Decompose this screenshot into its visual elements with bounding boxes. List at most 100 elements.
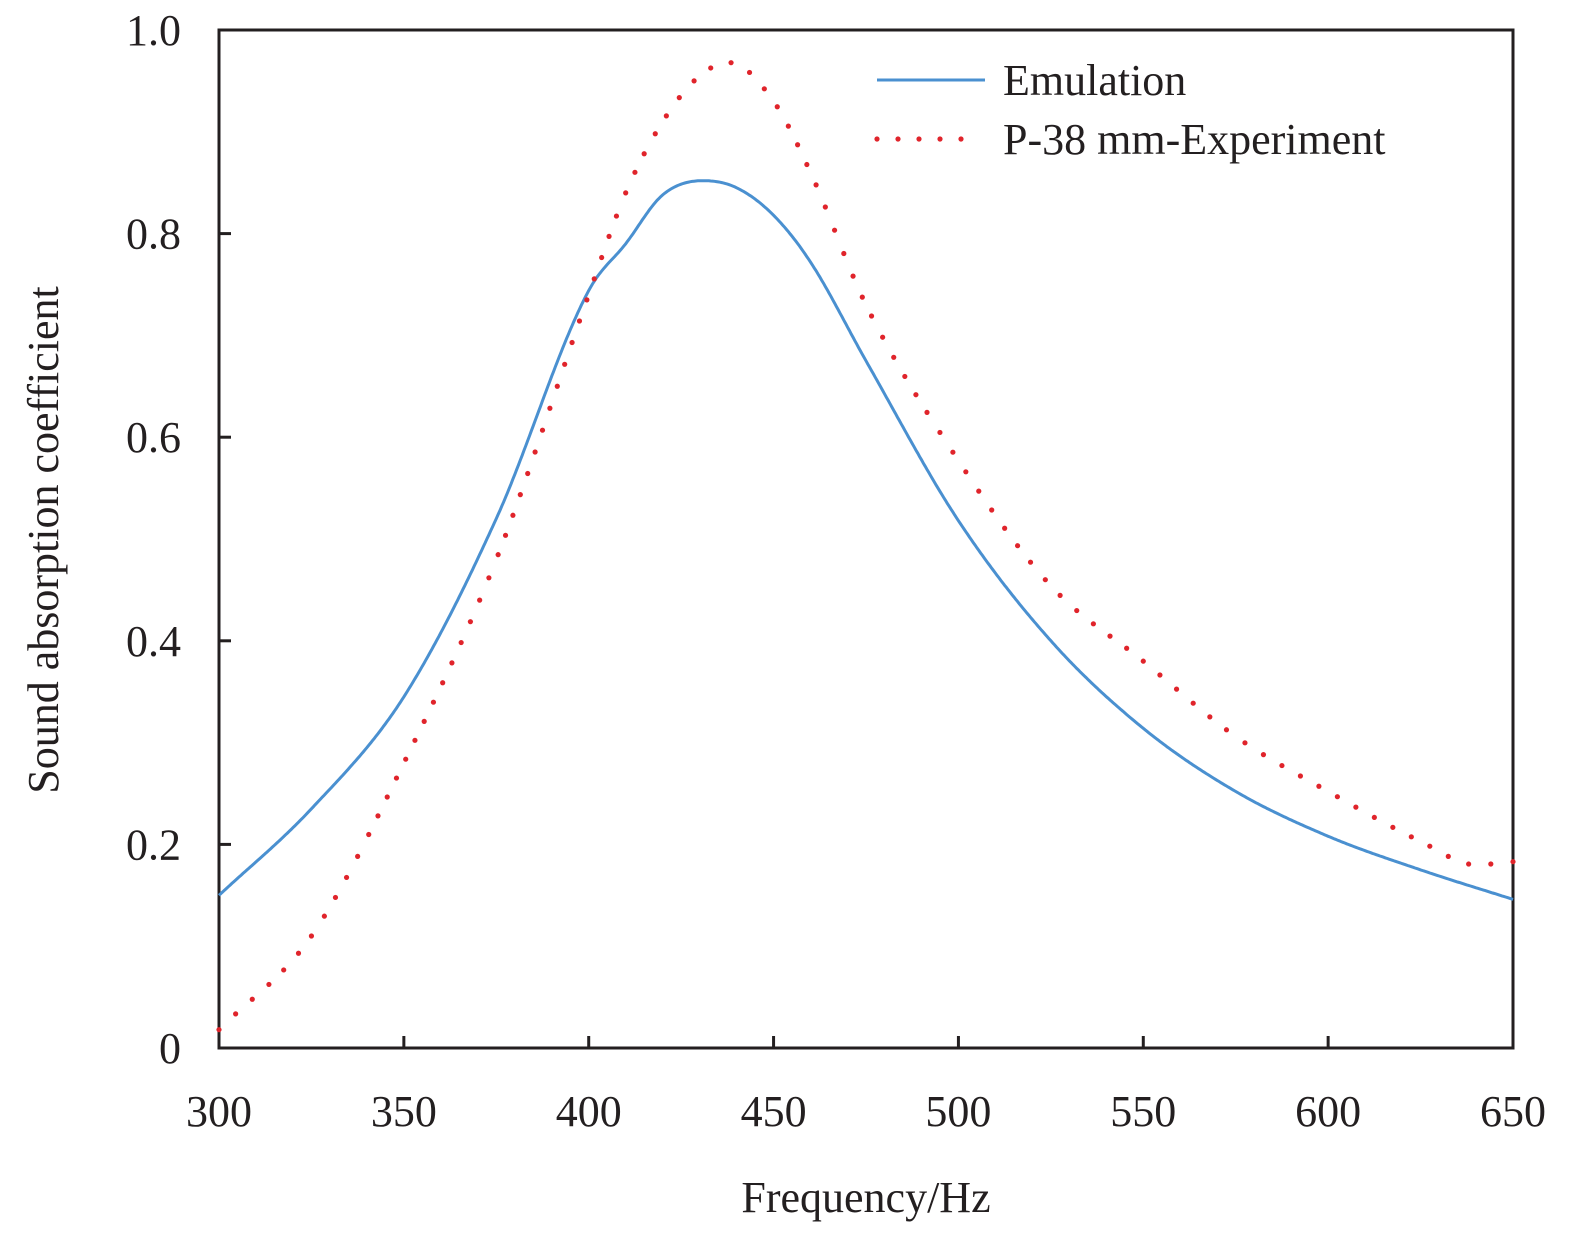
legend: Emulation P-38 mm-Experiment <box>874 56 1386 164</box>
x-tick-label: 350 <box>371 1087 437 1136</box>
experiment-point <box>547 405 553 411</box>
legend-label-emulation: Emulation <box>1003 56 1186 105</box>
experiment-point <box>449 660 455 666</box>
experiment-point <box>761 86 767 92</box>
experiment-point <box>1014 543 1021 549</box>
experiment-point <box>989 507 995 513</box>
experiment-point <box>1510 859 1516 865</box>
experiment-point <box>1279 762 1285 769</box>
legend-label-experiment: P-38 mm-Experiment <box>1003 115 1386 164</box>
x-tick-label: 300 <box>186 1087 252 1136</box>
experiment-point <box>1107 633 1113 639</box>
x-tick-label: 450 <box>741 1087 807 1136</box>
experiment-point <box>366 831 372 838</box>
experiment-point <box>332 894 339 901</box>
experiment-point <box>1042 577 1048 583</box>
experiment-point <box>599 254 605 261</box>
experiment-point <box>859 294 865 300</box>
experiment-point <box>1488 861 1494 867</box>
experiment-point <box>1140 658 1146 664</box>
experiment-point <box>343 874 350 881</box>
experiment-point <box>774 104 780 110</box>
experiment-point <box>1074 607 1080 614</box>
plot-frame <box>217 28 1515 1050</box>
experiment-point <box>554 383 560 389</box>
experiment-point <box>868 313 875 319</box>
experiment-point <box>902 373 908 380</box>
experiment-point <box>281 967 287 973</box>
experiment-point <box>1353 804 1359 810</box>
experiment-point <box>963 469 969 475</box>
experiment-point <box>691 78 697 84</box>
experiment-point <box>576 318 583 324</box>
experiment-point <box>652 131 658 137</box>
experiment-point <box>384 794 390 800</box>
y-tick-label: 0.2 <box>126 820 181 869</box>
experiment-point <box>375 813 381 819</box>
experiment-point <box>295 950 302 956</box>
experiment-point <box>1027 559 1034 565</box>
experiment-point <box>785 123 791 129</box>
experiment-point <box>1445 853 1451 859</box>
experiment-point <box>976 488 982 494</box>
y-tick-label: 0 <box>159 1024 181 1073</box>
experiment-point <box>1427 843 1433 849</box>
experiment-point <box>1242 740 1248 746</box>
experiment-point <box>623 190 629 196</box>
experiment-point <box>403 756 409 762</box>
y-tick-label: 0.4 <box>126 617 181 666</box>
experiment-point <box>249 996 255 1002</box>
experiment-point <box>1002 525 1008 531</box>
experiment-point <box>1090 621 1096 627</box>
experiment-point <box>412 737 418 743</box>
experiment-point <box>708 65 714 71</box>
experiment-point <box>1190 700 1196 706</box>
experiment-point <box>1408 834 1414 840</box>
experiment-point <box>1316 783 1322 789</box>
experiment-point <box>1173 686 1180 692</box>
experiment-point <box>458 639 464 646</box>
experiment-point <box>795 142 801 148</box>
experiment-point <box>891 354 897 360</box>
experiment-point <box>569 339 575 346</box>
experiment-point <box>632 169 638 175</box>
experiment-point <box>510 512 516 518</box>
experiment-point <box>950 449 956 455</box>
experiment-point <box>1207 714 1213 720</box>
experiment-point <box>477 597 483 603</box>
experiment-point <box>613 213 620 219</box>
experiment-point <box>1223 727 1230 733</box>
experiment-point <box>880 334 886 340</box>
experiment-point <box>1371 814 1377 821</box>
experiment-point <box>924 409 930 415</box>
experiment-point <box>937 429 943 436</box>
experiment-point <box>421 718 427 724</box>
experiment-point <box>430 699 437 705</box>
experiment-point <box>517 492 523 498</box>
x-axis-label: Frequency/Hz <box>741 1173 990 1222</box>
experiment-point <box>495 552 501 558</box>
experiment-point <box>641 151 647 157</box>
y-axis-label: Sound absorption coefficient <box>19 286 68 794</box>
experiment-point <box>467 619 474 625</box>
axes: 300 350 400 450 500 550 600 650 0 0.2 0.4 0.6 0.8 1.0 <box>126 6 1546 1136</box>
y-tick-label: 1.0 <box>126 6 181 55</box>
experiment-point <box>393 775 400 781</box>
experiment-point <box>591 276 597 282</box>
experiment-point <box>850 273 856 279</box>
legend-swatch-experiment <box>874 136 880 142</box>
experiment-point <box>676 95 682 101</box>
legend-swatch-experiment <box>916 136 922 142</box>
experiment-point <box>1466 861 1472 867</box>
legend-swatch-experiment <box>937 136 943 142</box>
experiment-point <box>606 233 612 239</box>
experiment-point <box>728 60 734 66</box>
experiment-point <box>321 913 327 919</box>
x-tick-label: 600 <box>1295 1087 1361 1136</box>
experiment-point <box>584 297 590 303</box>
experiment-point <box>1260 752 1267 758</box>
x-tick-label: 500 <box>925 1087 991 1136</box>
experiment-point <box>822 204 828 210</box>
series-line-emulation <box>217 179 1514 901</box>
